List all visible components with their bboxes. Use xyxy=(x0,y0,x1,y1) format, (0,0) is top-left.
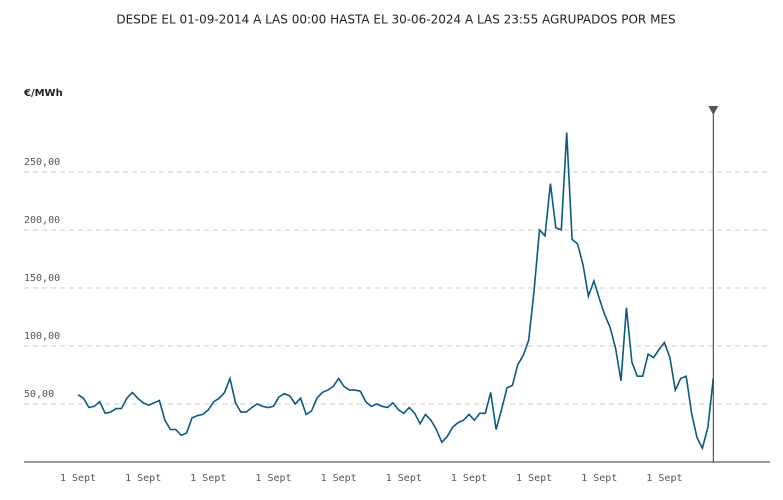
y-axis-label: €/MWh xyxy=(23,88,63,99)
x-tick-label: 1 Sept xyxy=(255,473,291,484)
line-series xyxy=(77,132,715,451)
y-tick-label: 50,00 xyxy=(24,389,54,400)
x-tick-label: 1 Sept xyxy=(646,473,682,484)
chart-title: DESDE EL 01-09-2014 A LAS 00:00 HASTA EL… xyxy=(116,13,675,27)
x-tick-label: 1 Sept xyxy=(321,473,357,484)
x-tick-label: 1 Sept xyxy=(125,473,161,484)
x-tick-label: 1 Sept xyxy=(451,473,487,484)
y-tick-label: 200,00 xyxy=(24,215,60,226)
x-tick-label: 1 Sept xyxy=(60,473,96,484)
x-tick-label: 1 Sept xyxy=(516,473,552,484)
x-tick-label: 1 Sept xyxy=(581,473,617,484)
y-tick-label: 150,00 xyxy=(24,273,60,284)
y-tick-label: 100,00 xyxy=(24,331,60,342)
cursor-handle xyxy=(708,106,719,115)
x-tick-label: 1 Sept xyxy=(386,473,422,484)
x-tick-label: 1 Sept xyxy=(190,473,226,484)
y-tick-label: 250,00 xyxy=(24,157,60,168)
